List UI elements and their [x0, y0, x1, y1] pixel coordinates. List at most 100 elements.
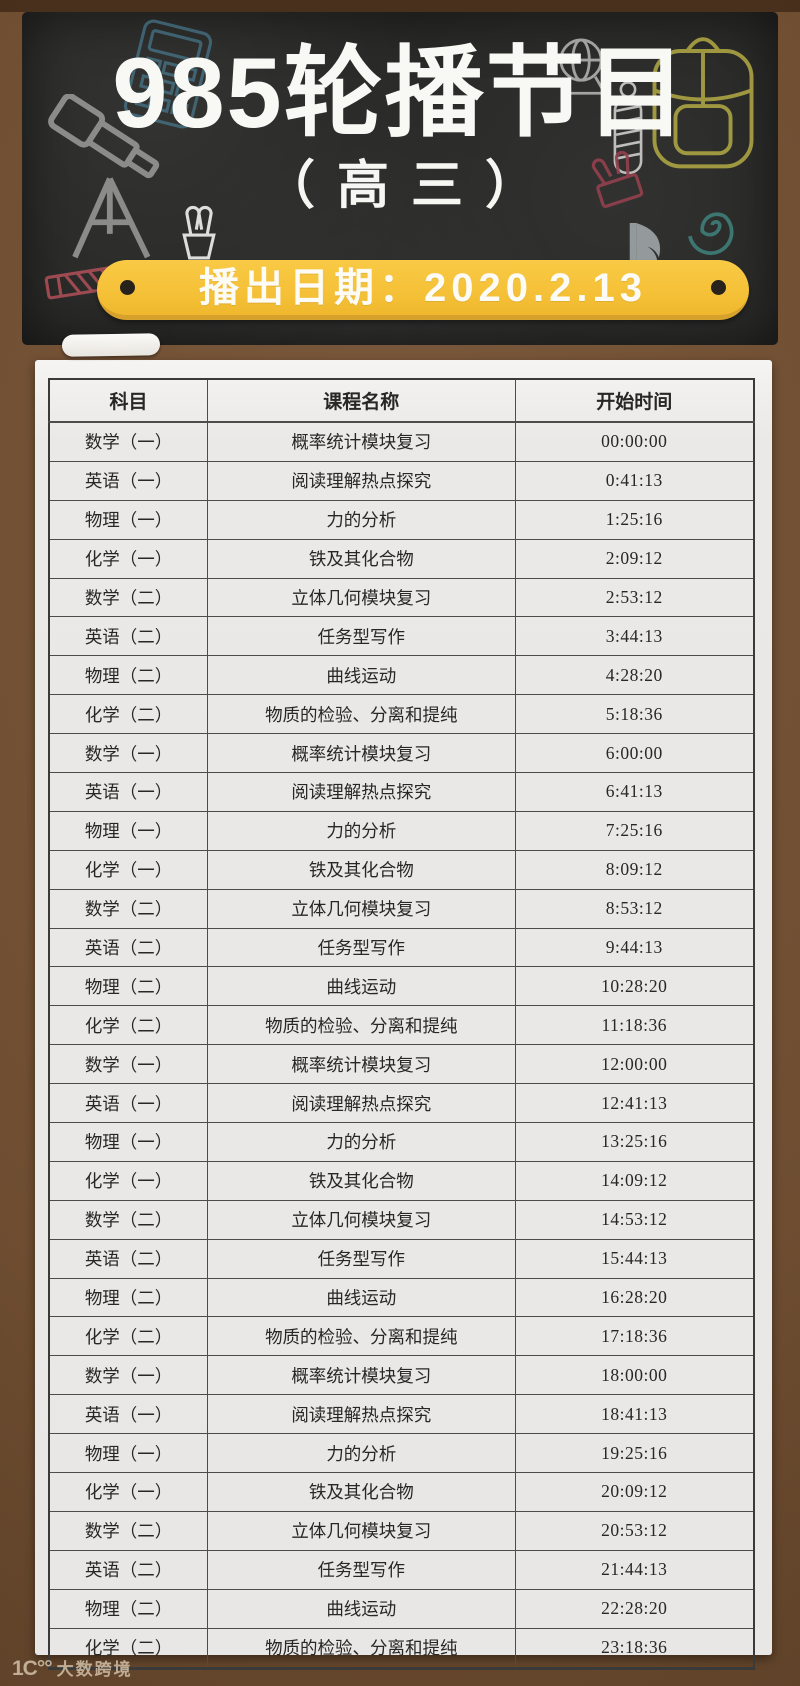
time-cell: 5:18:36 [514, 694, 755, 735]
watermark-logo-icon: 1C°° [12, 1657, 53, 1680]
time-cell: 17:18:36 [514, 1316, 755, 1357]
course-cell: 曲线运动 [207, 655, 516, 696]
subject-cell: 数学（二） [48, 1199, 209, 1240]
time-cell: 0:41:13 [514, 460, 755, 501]
time-cell: 00:00:00 [514, 421, 755, 462]
course-cell: 立体几何模块复习 [207, 1199, 516, 1240]
time-cell: 9:44:13 [514, 927, 755, 968]
broadcast-date-label: 播出日期：2020.2.13 [199, 266, 647, 310]
subject-cell: 数学（二） [48, 577, 209, 618]
course-cell: 物质的检验、分离和提纯 [207, 694, 516, 735]
subject-cell: 物理（二） [48, 1588, 209, 1629]
table-row: 化学（一） 铁及其化合物 8:09:12 [48, 849, 755, 890]
time-cell: 3:44:13 [514, 616, 755, 657]
spiral-doodle-icon [688, 212, 734, 255]
time-cell: 10:28:20 [514, 966, 755, 1007]
course-cell: 任务型写作 [207, 616, 516, 657]
table-row: 英语（二） 任务型写作 15:44:13 [48, 1238, 755, 1279]
table-row: 化学（二） 物质的检验、分离和提纯 17:18:36 [48, 1316, 755, 1357]
subject-cell: 数学（二） [48, 1510, 209, 1551]
column-header-start-time: 开始时间 [514, 378, 755, 423]
frame-top-shadow [0, 0, 800, 12]
course-cell: 物质的检验、分离和提纯 [207, 1005, 516, 1046]
time-cell: 14:53:12 [514, 1199, 755, 1240]
time-cell: 19:25:16 [514, 1433, 755, 1474]
table-header-row: 科目 课程名称 开始时间 [48, 378, 755, 423]
table-row: 英语（一） 阅读理解热点探究 12:41:13 [48, 1083, 755, 1124]
time-cell: 23:18:36 [514, 1627, 755, 1669]
table-row: 物理（一） 力的分析 1:25:16 [48, 499, 755, 540]
time-cell: 16:28:20 [514, 1277, 755, 1318]
subject-cell: 化学（二） [48, 694, 209, 735]
course-cell: 铁及其化合物 [207, 1160, 516, 1201]
subject-cell: 化学（一） [48, 1472, 209, 1512]
course-cell: 物质的检验、分离和提纯 [207, 1316, 516, 1357]
chalkboard-header: 985轮播节目 （高三） 播出日期：2020.2.13 [22, 12, 778, 357]
table-row: 物理（二） 曲线运动 22:28:20 [48, 1588, 755, 1629]
subject-cell: 化学（一） [48, 849, 209, 890]
time-cell: 22:28:20 [514, 1588, 755, 1629]
subject-cell: 化学（二） [48, 1316, 209, 1357]
subject-cell: 数学（一） [48, 421, 209, 462]
course-cell: 物质的检验、分离和提纯 [207, 1627, 516, 1669]
schedule-table: 科目 课程名称 开始时间 数学（一） 概率统计模块复习 00:00:00 英语（… [48, 378, 755, 1670]
table-row: 化学（一） 铁及其化合物 2:09:12 [48, 538, 755, 579]
course-cell: 阅读理解热点探究 [207, 1083, 516, 1124]
subject-cell: 物理（一） [48, 1433, 209, 1474]
broadcast-date-banner: 播出日期：2020.2.13 [97, 260, 749, 320]
time-cell: 11:18:36 [514, 1005, 755, 1046]
time-cell: 12:41:13 [514, 1083, 755, 1124]
course-cell: 力的分析 [207, 499, 516, 540]
time-cell: 20:53:12 [514, 1510, 755, 1551]
time-cell: 7:25:16 [514, 810, 755, 851]
subject-cell: 英语（二） [48, 1549, 209, 1590]
table-row: 数学（一） 概率统计模块复习 18:00:00 [48, 1355, 755, 1396]
course-cell: 立体几何模块复习 [207, 577, 516, 618]
column-header-subject: 科目 [48, 378, 209, 423]
course-cell: 阅读理解热点探究 [207, 772, 516, 812]
course-cell: 任务型写作 [207, 1549, 516, 1590]
time-cell: 1:25:16 [514, 499, 755, 540]
table-row: 英语（一） 阅读理解热点探究 18:41:13 [48, 1394, 755, 1435]
course-cell: 力的分析 [207, 1122, 516, 1162]
table-row: 英语（一） 阅读理解热点探究 0:41:13 [48, 460, 755, 501]
table-row: 英语（一） 阅读理解热点探究 6:41:13 [48, 772, 755, 812]
course-cell: 曲线运动 [207, 1277, 516, 1318]
chalk-piece-icon [61, 333, 161, 357]
course-cell: 铁及其化合物 [207, 538, 516, 579]
table-row: 物理（一） 力的分析 19:25:16 [48, 1433, 755, 1474]
time-cell: 13:25:16 [514, 1122, 755, 1162]
calculator-doodle-icon [123, 19, 213, 129]
binder-clip-doodle-icon [182, 205, 216, 260]
watermark-text: 大数跨境 [56, 1660, 133, 1679]
subject-cell: 物理（一） [48, 499, 209, 540]
time-cell: 18:41:13 [514, 1394, 755, 1435]
table-row: 物理（二） 曲线运动 4:28:20 [48, 655, 755, 696]
table-row: 数学（二） 立体几何模块复习 14:53:12 [48, 1199, 755, 1240]
table-row: 英语（二） 任务型写作 9:44:13 [48, 927, 755, 968]
course-cell: 任务型写作 [207, 1238, 516, 1279]
course-cell: 概率统计模块复习 [207, 421, 516, 462]
time-cell: 4:28:20 [514, 655, 755, 696]
time-cell: 15:44:13 [514, 1238, 755, 1279]
subject-cell: 数学（二） [48, 888, 209, 929]
subject-cell: 化学（一） [48, 538, 209, 579]
course-cell: 铁及其化合物 [207, 1472, 516, 1512]
time-cell: 2:09:12 [514, 538, 755, 579]
mummy-bookmark-doodle-icon [613, 81, 643, 175]
poster-title: 985轮播节目 [112, 37, 688, 148]
table-row: 化学（二） 物质的检验、分离和提纯 23:18:36 [48, 1627, 755, 1669]
time-cell: 21:44:13 [514, 1549, 755, 1590]
subject-cell: 英语（二） [48, 1238, 209, 1279]
subject-cell: 物理（二） [48, 1277, 209, 1318]
table-row: 数学（二） 立体几何模块复习 8:53:12 [48, 888, 755, 929]
subject-cell: 化学（二） [48, 1627, 209, 1669]
column-header-course: 课程名称 [207, 378, 516, 423]
time-cell: 12:00:00 [514, 1044, 755, 1085]
schedule-panel: 科目 课程名称 开始时间 数学（一） 概率统计模块复习 00:00:00 英语（… [35, 360, 772, 1670]
time-cell: 8:09:12 [514, 849, 755, 890]
subject-cell: 英语（一） [48, 1083, 209, 1124]
time-cell: 20:09:12 [514, 1472, 755, 1512]
course-cell: 力的分析 [207, 810, 516, 851]
subject-cell: 化学（一） [48, 1160, 209, 1201]
